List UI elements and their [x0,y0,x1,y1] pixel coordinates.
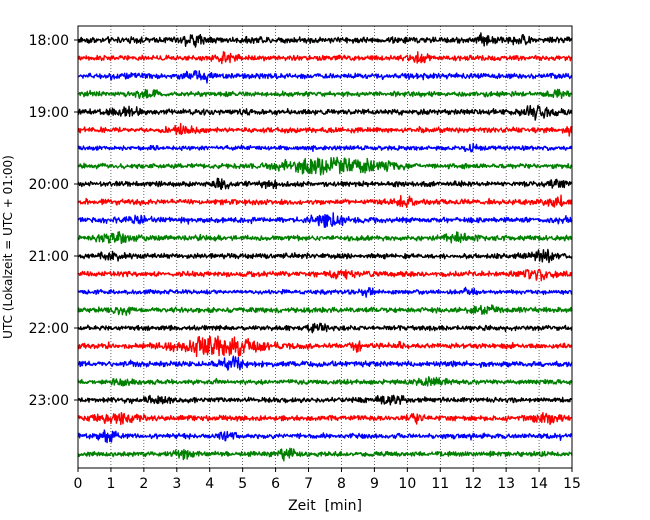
seismic-trace [77,88,573,100]
x-axis: 0 1 2 3 4 5 6 7 8 9 10 11 12 13 14 15 [74,468,581,492]
x-tick-label: 12 [464,476,482,492]
seismic-trace [77,447,573,462]
x-tick-label: 11 [431,476,449,492]
x-tick-label: 8 [337,476,346,492]
x-axis-title: Zeit [min] [288,498,362,514]
y-tick-label: 23:00 [29,393,69,409]
plot-frame [77,25,573,469]
seismic-trace [77,268,573,282]
y-tick-label: 18:00 [29,33,69,49]
x-tick-label: 3 [172,476,181,492]
seismic-trace [77,304,573,316]
seismic-trace [77,286,573,298]
x-tick-label: 10 [398,476,416,492]
seismic-trace [77,32,573,48]
y-tick-label: 21:00 [29,249,69,265]
x-tick-label: 2 [139,476,148,492]
x-tick-label: 9 [370,476,379,492]
seismic-trace [77,411,573,426]
y-axis-title: UTC (Lokalzeit = UTC + 01:00) [1,155,15,339]
seismic-trace [77,194,573,209]
x-tick-label: 6 [271,476,280,492]
seismic-trace [77,156,573,176]
seismic-trace [77,177,573,191]
seismic-trace [77,376,573,387]
y-tick-label: 19:00 [29,105,69,121]
x-tick-label: 0 [74,476,83,492]
x-tick-label: 14 [530,476,548,492]
seismic-trace [77,322,573,334]
seismic-trace [77,355,573,371]
seismic-trace [77,122,573,137]
seismic-trace [77,142,573,153]
seismic-trace [77,429,573,444]
x-tick-label: 7 [304,476,313,492]
x-tick-label: 4 [205,476,214,492]
y-tick-label: 22:00 [29,321,69,337]
x-tick-label: 1 [106,476,115,492]
seismic-trace [77,231,573,245]
trace-group [77,32,573,462]
x-tick-label: 15 [563,476,581,492]
seismic-trace [77,394,573,406]
x-tick-label: 5 [238,476,247,492]
x-tick-label: 13 [497,476,515,492]
y-axis: 18:00 19:00 20:00 21:00 22:00 23:00 [29,33,78,409]
seismic-trace [77,70,573,84]
y-tick-label: 20:00 [29,177,69,193]
seismic-trace [77,51,573,65]
seismic-trace [77,248,573,264]
seismic-trace [77,104,573,121]
seismic-trace [77,335,573,358]
seismic-trace [77,212,573,228]
